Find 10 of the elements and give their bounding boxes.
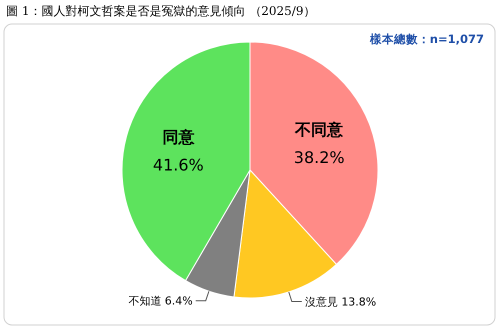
data-label: 38.2%	[294, 148, 345, 168]
slice-label: 沒意見	[304, 296, 342, 309]
text: 樣本總數：n=1,077	[368, 32, 484, 46]
slice-label: 不知道	[128, 294, 165, 308]
slice-label: 同意	[162, 128, 196, 147]
chart-title: 圖 1：國人對柯文哲案是否是冤獄的意見傾向 （2025/9）	[6, 4, 316, 18]
slice-label: 不同意	[294, 120, 344, 140]
data-label: 41.6%	[152, 156, 204, 175]
data-label: 6.4%	[164, 294, 193, 308]
data-label: 13.8%	[341, 296, 376, 309]
